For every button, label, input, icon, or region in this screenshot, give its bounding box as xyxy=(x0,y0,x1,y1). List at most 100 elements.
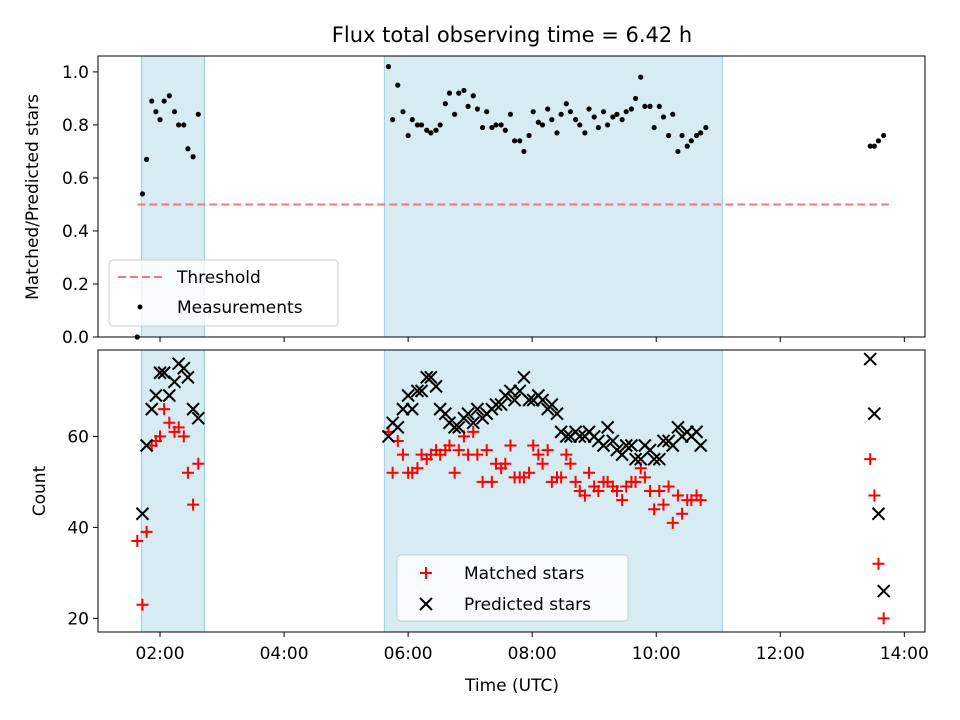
matched-star-point xyxy=(452,444,465,457)
matched-star-point xyxy=(471,448,484,461)
measurement-point xyxy=(153,109,159,115)
measurement-point xyxy=(437,122,443,128)
measurement-point xyxy=(517,138,523,144)
measurement-point xyxy=(452,111,458,117)
bottom-panel: 02:00 04:00 06:00 08:00 10:00 12:00 14:00 20 40… xyxy=(30,349,929,696)
predicted-star-point xyxy=(517,370,531,384)
matched-star-point xyxy=(504,439,517,452)
measurement-point xyxy=(418,122,425,128)
matched-star-point xyxy=(485,475,498,488)
x-axis-label: Time (UTC) xyxy=(464,676,559,696)
x-tick-label: 14:00 xyxy=(880,644,929,664)
bottom-x-ticks: 02:00 04:00 06:00 08:00 10:00 12:00 14:00 xyxy=(136,632,929,664)
measurement-point xyxy=(395,82,401,88)
matched-star-point xyxy=(610,485,623,497)
matched-star-point xyxy=(569,475,582,488)
shaded-interval xyxy=(383,55,723,338)
matched-star-point xyxy=(653,485,666,497)
measurement-point xyxy=(489,124,495,131)
measurement-point xyxy=(190,154,196,160)
measurement-point xyxy=(591,114,597,120)
measurement-point xyxy=(638,74,644,80)
predicted-star-point xyxy=(186,402,200,416)
top-panel: 0.0 0.2 0.4 0.6 0.8 1.0 Matched/Predicted sta… xyxy=(23,55,926,348)
legend-matched-label: Matched stars xyxy=(464,564,584,584)
predicted-star-point xyxy=(628,452,643,466)
matched-star-point xyxy=(527,439,540,452)
measurement-point xyxy=(456,90,462,96)
measurement-point xyxy=(656,103,662,109)
predicted-star-point xyxy=(181,370,195,384)
predicted-star-point xyxy=(573,429,587,444)
matched-star-point xyxy=(443,439,456,452)
predicted-star-point xyxy=(863,352,877,366)
matched-star-point xyxy=(583,466,596,479)
y-tick-label: 0.6 xyxy=(62,169,89,189)
predicted-star-point xyxy=(867,406,882,421)
measurement-point xyxy=(446,90,453,96)
measurement-point xyxy=(610,114,616,120)
measurement-point xyxy=(567,109,574,115)
chart-title: Flux total observing time = 6.42 h xyxy=(332,23,692,47)
predicted-star-point xyxy=(507,393,522,407)
top-legend-box xyxy=(108,259,339,327)
measurement-point xyxy=(484,109,490,115)
measurement-point xyxy=(693,132,700,139)
measurement-point xyxy=(479,124,486,131)
matched-star-point xyxy=(532,448,545,461)
top-legend: Threshold Measurements xyxy=(108,259,339,327)
measurement-point xyxy=(409,117,415,123)
predicted-star-point xyxy=(619,438,633,453)
measurement-point xyxy=(698,130,704,136)
predicted-star-point xyxy=(652,452,667,466)
measurement-point xyxy=(535,119,541,125)
legend-matched-swatch xyxy=(420,567,432,579)
predicted-star-point xyxy=(545,397,559,412)
measurement-point xyxy=(554,130,560,136)
matched-star-point xyxy=(499,457,512,470)
x-tick-label: 08:00 xyxy=(508,644,557,664)
matched-star-point xyxy=(154,430,167,443)
measurement-point xyxy=(642,103,648,109)
measurement-point xyxy=(619,117,625,123)
bottom-plot-frame xyxy=(97,349,926,633)
matched-star-point xyxy=(136,598,149,611)
measurement-point xyxy=(614,111,620,117)
predicted-star-point xyxy=(466,416,480,430)
measurement-point xyxy=(586,106,592,112)
y-tick-label: 20 xyxy=(67,609,89,629)
measurement-point xyxy=(651,124,657,131)
measurement-point xyxy=(595,124,601,131)
matched-star-point xyxy=(616,494,629,507)
measurement-point xyxy=(660,114,667,120)
measurement-point xyxy=(867,143,873,149)
predicted-star-point xyxy=(693,438,708,453)
measurement-point xyxy=(405,132,411,139)
shaded-interval xyxy=(140,349,205,633)
bottom-y-axis-label: Count xyxy=(30,465,50,516)
matched-stars-points xyxy=(131,403,890,625)
bottom-y-ticks: 20 40 60 xyxy=(67,427,98,629)
measurement-point xyxy=(195,111,201,117)
measurement-point xyxy=(474,106,480,112)
measurement-point xyxy=(526,132,532,139)
y-tick-label: 0.4 xyxy=(62,222,89,242)
measurement-point xyxy=(414,122,421,128)
matched-star-point xyxy=(648,503,661,516)
matched-star-point xyxy=(877,612,890,625)
predicted-star-point xyxy=(876,584,891,598)
matched-star-point xyxy=(541,444,554,457)
measurement-point xyxy=(605,122,611,128)
predicted-star-point xyxy=(535,393,550,407)
matched-star-point xyxy=(523,466,536,479)
legend-threshold-label: Threshold xyxy=(176,268,261,288)
y-tick-label: 1.0 xyxy=(62,63,89,83)
x-tick-label: 12:00 xyxy=(756,644,805,664)
predicted-star-point xyxy=(624,438,639,453)
y-tick-label: 0.8 xyxy=(62,116,89,136)
top-y-ticks: 0.0 0.2 0.4 0.6 0.8 1.0 xyxy=(62,63,98,348)
matched-star-point xyxy=(448,466,461,479)
measurement-point xyxy=(185,146,191,152)
measurement-point xyxy=(647,103,653,109)
